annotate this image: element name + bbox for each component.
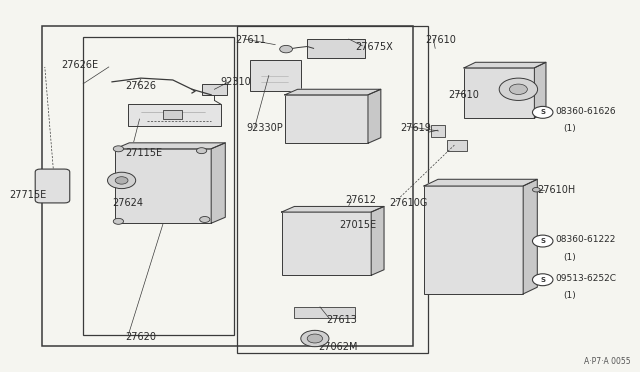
Circle shape bbox=[307, 334, 323, 343]
Bar bbox=[282, 212, 371, 275]
Text: 27610H: 27610H bbox=[538, 186, 576, 195]
Bar bbox=[285, 95, 368, 143]
Text: S: S bbox=[540, 277, 545, 283]
Bar bbox=[237, 26, 428, 353]
Text: 27620: 27620 bbox=[125, 332, 156, 341]
Circle shape bbox=[196, 148, 207, 154]
Text: 27062M: 27062M bbox=[319, 342, 358, 352]
Text: A·P7·A 0055: A·P7·A 0055 bbox=[584, 357, 630, 366]
Text: 27610: 27610 bbox=[426, 35, 456, 45]
Polygon shape bbox=[524, 179, 538, 294]
Polygon shape bbox=[368, 89, 381, 143]
Polygon shape bbox=[371, 206, 384, 275]
Bar bbox=[202, 84, 227, 95]
Circle shape bbox=[108, 172, 136, 189]
Circle shape bbox=[532, 274, 553, 286]
Text: 27626E: 27626E bbox=[61, 60, 98, 70]
Text: (1): (1) bbox=[563, 291, 576, 300]
Text: 27715E: 27715E bbox=[10, 190, 47, 200]
Circle shape bbox=[532, 106, 553, 118]
Bar bbox=[42, 26, 413, 346]
Circle shape bbox=[509, 84, 527, 94]
Text: 09513-6252C: 09513-6252C bbox=[556, 274, 616, 283]
Text: 27611: 27611 bbox=[236, 35, 266, 45]
Polygon shape bbox=[285, 89, 381, 95]
Text: 27610: 27610 bbox=[448, 90, 479, 100]
Bar bbox=[306, 262, 347, 272]
Polygon shape bbox=[282, 206, 384, 212]
Bar bbox=[506, 183, 525, 196]
Bar bbox=[128, 104, 221, 126]
Circle shape bbox=[200, 217, 210, 222]
Bar bbox=[447, 140, 467, 151]
Circle shape bbox=[115, 177, 128, 184]
Circle shape bbox=[301, 330, 329, 347]
Text: (1): (1) bbox=[563, 253, 576, 262]
Polygon shape bbox=[464, 62, 546, 68]
Bar bbox=[464, 68, 534, 118]
Polygon shape bbox=[211, 143, 225, 223]
Text: (1): (1) bbox=[563, 124, 576, 133]
Text: 27610G: 27610G bbox=[389, 198, 428, 208]
Bar bbox=[307, 39, 365, 58]
Polygon shape bbox=[534, 62, 546, 118]
Bar bbox=[294, 307, 355, 318]
Text: S: S bbox=[540, 238, 545, 244]
Text: 27612: 27612 bbox=[346, 195, 376, 205]
Text: 92310: 92310 bbox=[221, 77, 252, 87]
Circle shape bbox=[113, 218, 124, 224]
Bar bbox=[83, 37, 234, 335]
Bar bbox=[163, 110, 182, 119]
Text: 08360-61626: 08360-61626 bbox=[556, 107, 616, 116]
Bar bbox=[424, 186, 524, 294]
Bar bbox=[115, 149, 211, 223]
FancyBboxPatch shape bbox=[35, 169, 70, 203]
Polygon shape bbox=[424, 179, 538, 186]
Text: 08360-61222: 08360-61222 bbox=[556, 235, 616, 244]
Circle shape bbox=[532, 187, 540, 192]
Text: 27613: 27613 bbox=[326, 315, 357, 325]
Text: S: S bbox=[540, 109, 545, 115]
Circle shape bbox=[532, 235, 553, 247]
Circle shape bbox=[499, 78, 538, 100]
Bar bbox=[250, 60, 301, 91]
Text: 27624: 27624 bbox=[112, 198, 143, 208]
Circle shape bbox=[280, 45, 292, 53]
Bar bbox=[431, 125, 445, 137]
Polygon shape bbox=[115, 143, 225, 149]
Text: 27619: 27619 bbox=[400, 123, 431, 132]
Text: 27015E: 27015E bbox=[339, 220, 376, 230]
Circle shape bbox=[113, 146, 124, 152]
Text: 27115E: 27115E bbox=[125, 148, 162, 157]
Text: 27626: 27626 bbox=[125, 81, 156, 90]
Text: 27675X: 27675X bbox=[355, 42, 393, 51]
Text: 92330P: 92330P bbox=[246, 124, 283, 133]
